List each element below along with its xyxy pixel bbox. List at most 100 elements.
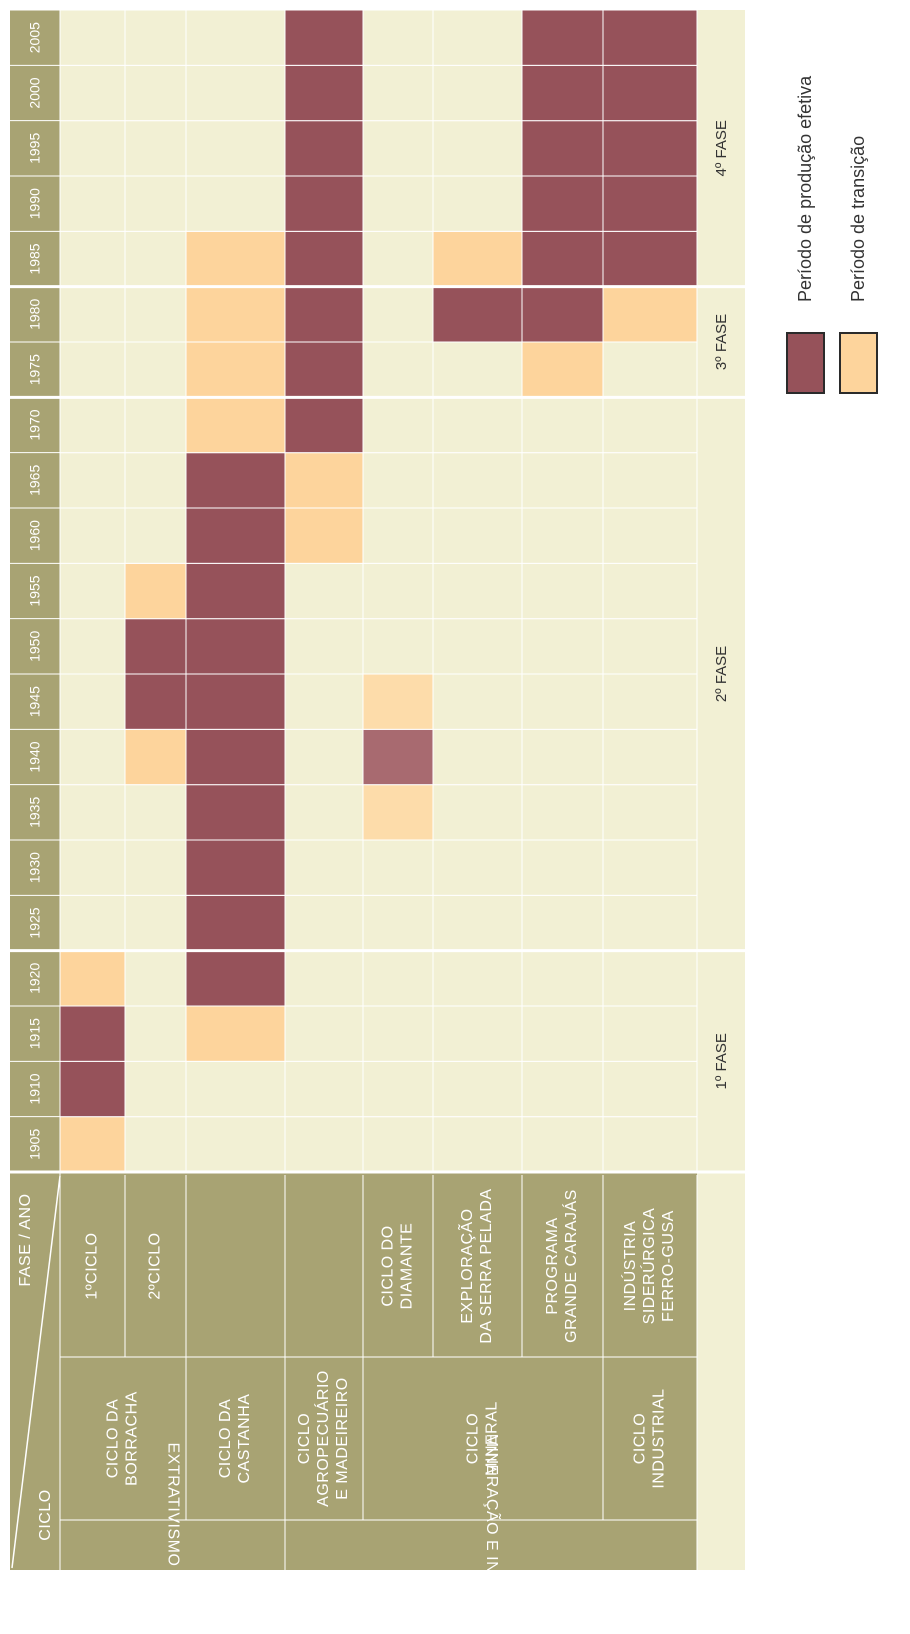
timeline-cell — [602, 950, 698, 1007]
timeline-cell — [521, 9, 604, 66]
timeline-cell — [124, 230, 187, 288]
timeline-cell — [602, 1005, 698, 1062]
timeline-cell — [432, 230, 523, 288]
timeline-cell — [185, 396, 286, 454]
timeline-cell — [59, 507, 126, 564]
timeline-cell — [284, 452, 364, 509]
year-label: 1985 — [27, 243, 43, 274]
cycle-label: E MADEIREIRO — [334, 1377, 351, 1499]
timeline-cell — [521, 286, 604, 343]
timeline-cell — [59, 396, 126, 454]
timeline-cell — [185, 1060, 286, 1118]
timeline-cell — [185, 562, 286, 620]
timeline-cell — [124, 286, 187, 343]
legend-swatch — [786, 332, 825, 394]
timeline-cell — [521, 673, 604, 730]
timeline-cell — [602, 673, 698, 730]
timeline-cell — [362, 507, 434, 564]
timeline-cell — [284, 618, 364, 675]
timeline-cell — [124, 1060, 187, 1118]
timeline-cell — [362, 1116, 434, 1173]
timeline-cell — [432, 9, 523, 66]
year-label: 1910 — [27, 1073, 43, 1104]
row-label: INDÚSTRIA — [620, 1221, 639, 1312]
timeline-cell — [432, 507, 523, 564]
timeline-cell — [284, 562, 364, 620]
timeline-cell — [602, 507, 698, 564]
header-column — [10, 10, 60, 1570]
timeline-cell — [362, 396, 434, 454]
year-label: 1980 — [27, 299, 43, 330]
timeline-cell — [59, 1005, 126, 1062]
timeline-cell — [185, 1116, 286, 1173]
header-area — [60, 1172, 697, 1570]
timeline-cell — [521, 950, 604, 1007]
timeline-cell — [432, 452, 523, 509]
timeline-cell — [284, 1060, 364, 1118]
timeline-cell — [362, 9, 434, 66]
timeline-cell — [185, 894, 286, 952]
timeline-cell — [362, 1060, 434, 1118]
timeline-cell — [59, 452, 126, 509]
timeline-cell — [284, 9, 364, 66]
timeline-cell — [185, 784, 286, 841]
timeline-cell — [185, 452, 286, 509]
timeline-cell — [521, 507, 604, 564]
legend-label: Período de transição — [848, 136, 868, 302]
timeline-cell — [59, 728, 126, 786]
timeline-cell — [432, 120, 523, 177]
timeline-cell — [521, 396, 604, 454]
timeline-cell — [124, 396, 187, 454]
timeline-cell — [602, 9, 698, 66]
year-label: 1975 — [27, 354, 43, 385]
year-label: 1915 — [27, 1018, 43, 1049]
year-label: 2000 — [27, 77, 43, 108]
row-label: GRANDE CARAJÁS — [561, 1189, 580, 1343]
timeline-cell — [521, 894, 604, 952]
row-label: 1ºCICLO — [84, 1232, 101, 1299]
year-label: 1965 — [27, 465, 43, 496]
cycle-label: AGROPECUÁRIO — [313, 1370, 332, 1507]
timeline-cell — [432, 950, 523, 1007]
timeline-cell — [362, 64, 434, 122]
timeline-cell — [284, 175, 364, 232]
phase-label: 4º FASE — [713, 120, 730, 176]
timeline-cell — [432, 341, 523, 398]
row-label: EXPLORAÇÃO — [456, 1208, 476, 1323]
row-label: DA SERRA PELADA — [478, 1188, 495, 1343]
timeline-cell — [362, 286, 434, 343]
timeline-cell — [284, 728, 364, 786]
timeline-cell — [362, 230, 434, 288]
year-label: 1950 — [27, 631, 43, 662]
timeline-cell — [602, 839, 698, 896]
row-label: SIDERÚRGICA — [639, 1208, 658, 1325]
timeline-cell — [602, 618, 698, 675]
row-label: 2ºCICLO — [147, 1232, 164, 1299]
timeline-cell — [602, 396, 698, 454]
timeline-cell — [362, 618, 434, 675]
timeline-cell — [362, 784, 434, 841]
timeline-cell — [362, 950, 434, 1007]
timeline-cell — [284, 673, 364, 730]
timeline-cell — [362, 341, 434, 398]
timeline-cell — [185, 175, 286, 232]
timeline-cell — [124, 341, 187, 398]
timeline-cell — [59, 120, 126, 177]
cycle-label: CICLO — [465, 1413, 482, 1464]
timeline-cell — [185, 728, 286, 786]
timeline-cell — [284, 1116, 364, 1173]
timeline-cell — [59, 1116, 126, 1173]
timeline-cell — [284, 507, 364, 564]
timeline-cell — [284, 230, 364, 288]
timeline-cell — [59, 1060, 126, 1118]
timeline-cell — [284, 64, 364, 122]
cycle-label: CICLO — [296, 1413, 313, 1464]
timeline-cell — [124, 728, 187, 786]
timeline-cell — [362, 175, 434, 232]
timeline-cell — [602, 728, 698, 786]
timeline-cell — [124, 839, 187, 896]
cycle-label: BORRACHA — [124, 1391, 141, 1486]
cycle-label: CICLO — [632, 1413, 649, 1464]
timeline-cell — [59, 286, 126, 343]
timeline-cell — [362, 839, 434, 896]
